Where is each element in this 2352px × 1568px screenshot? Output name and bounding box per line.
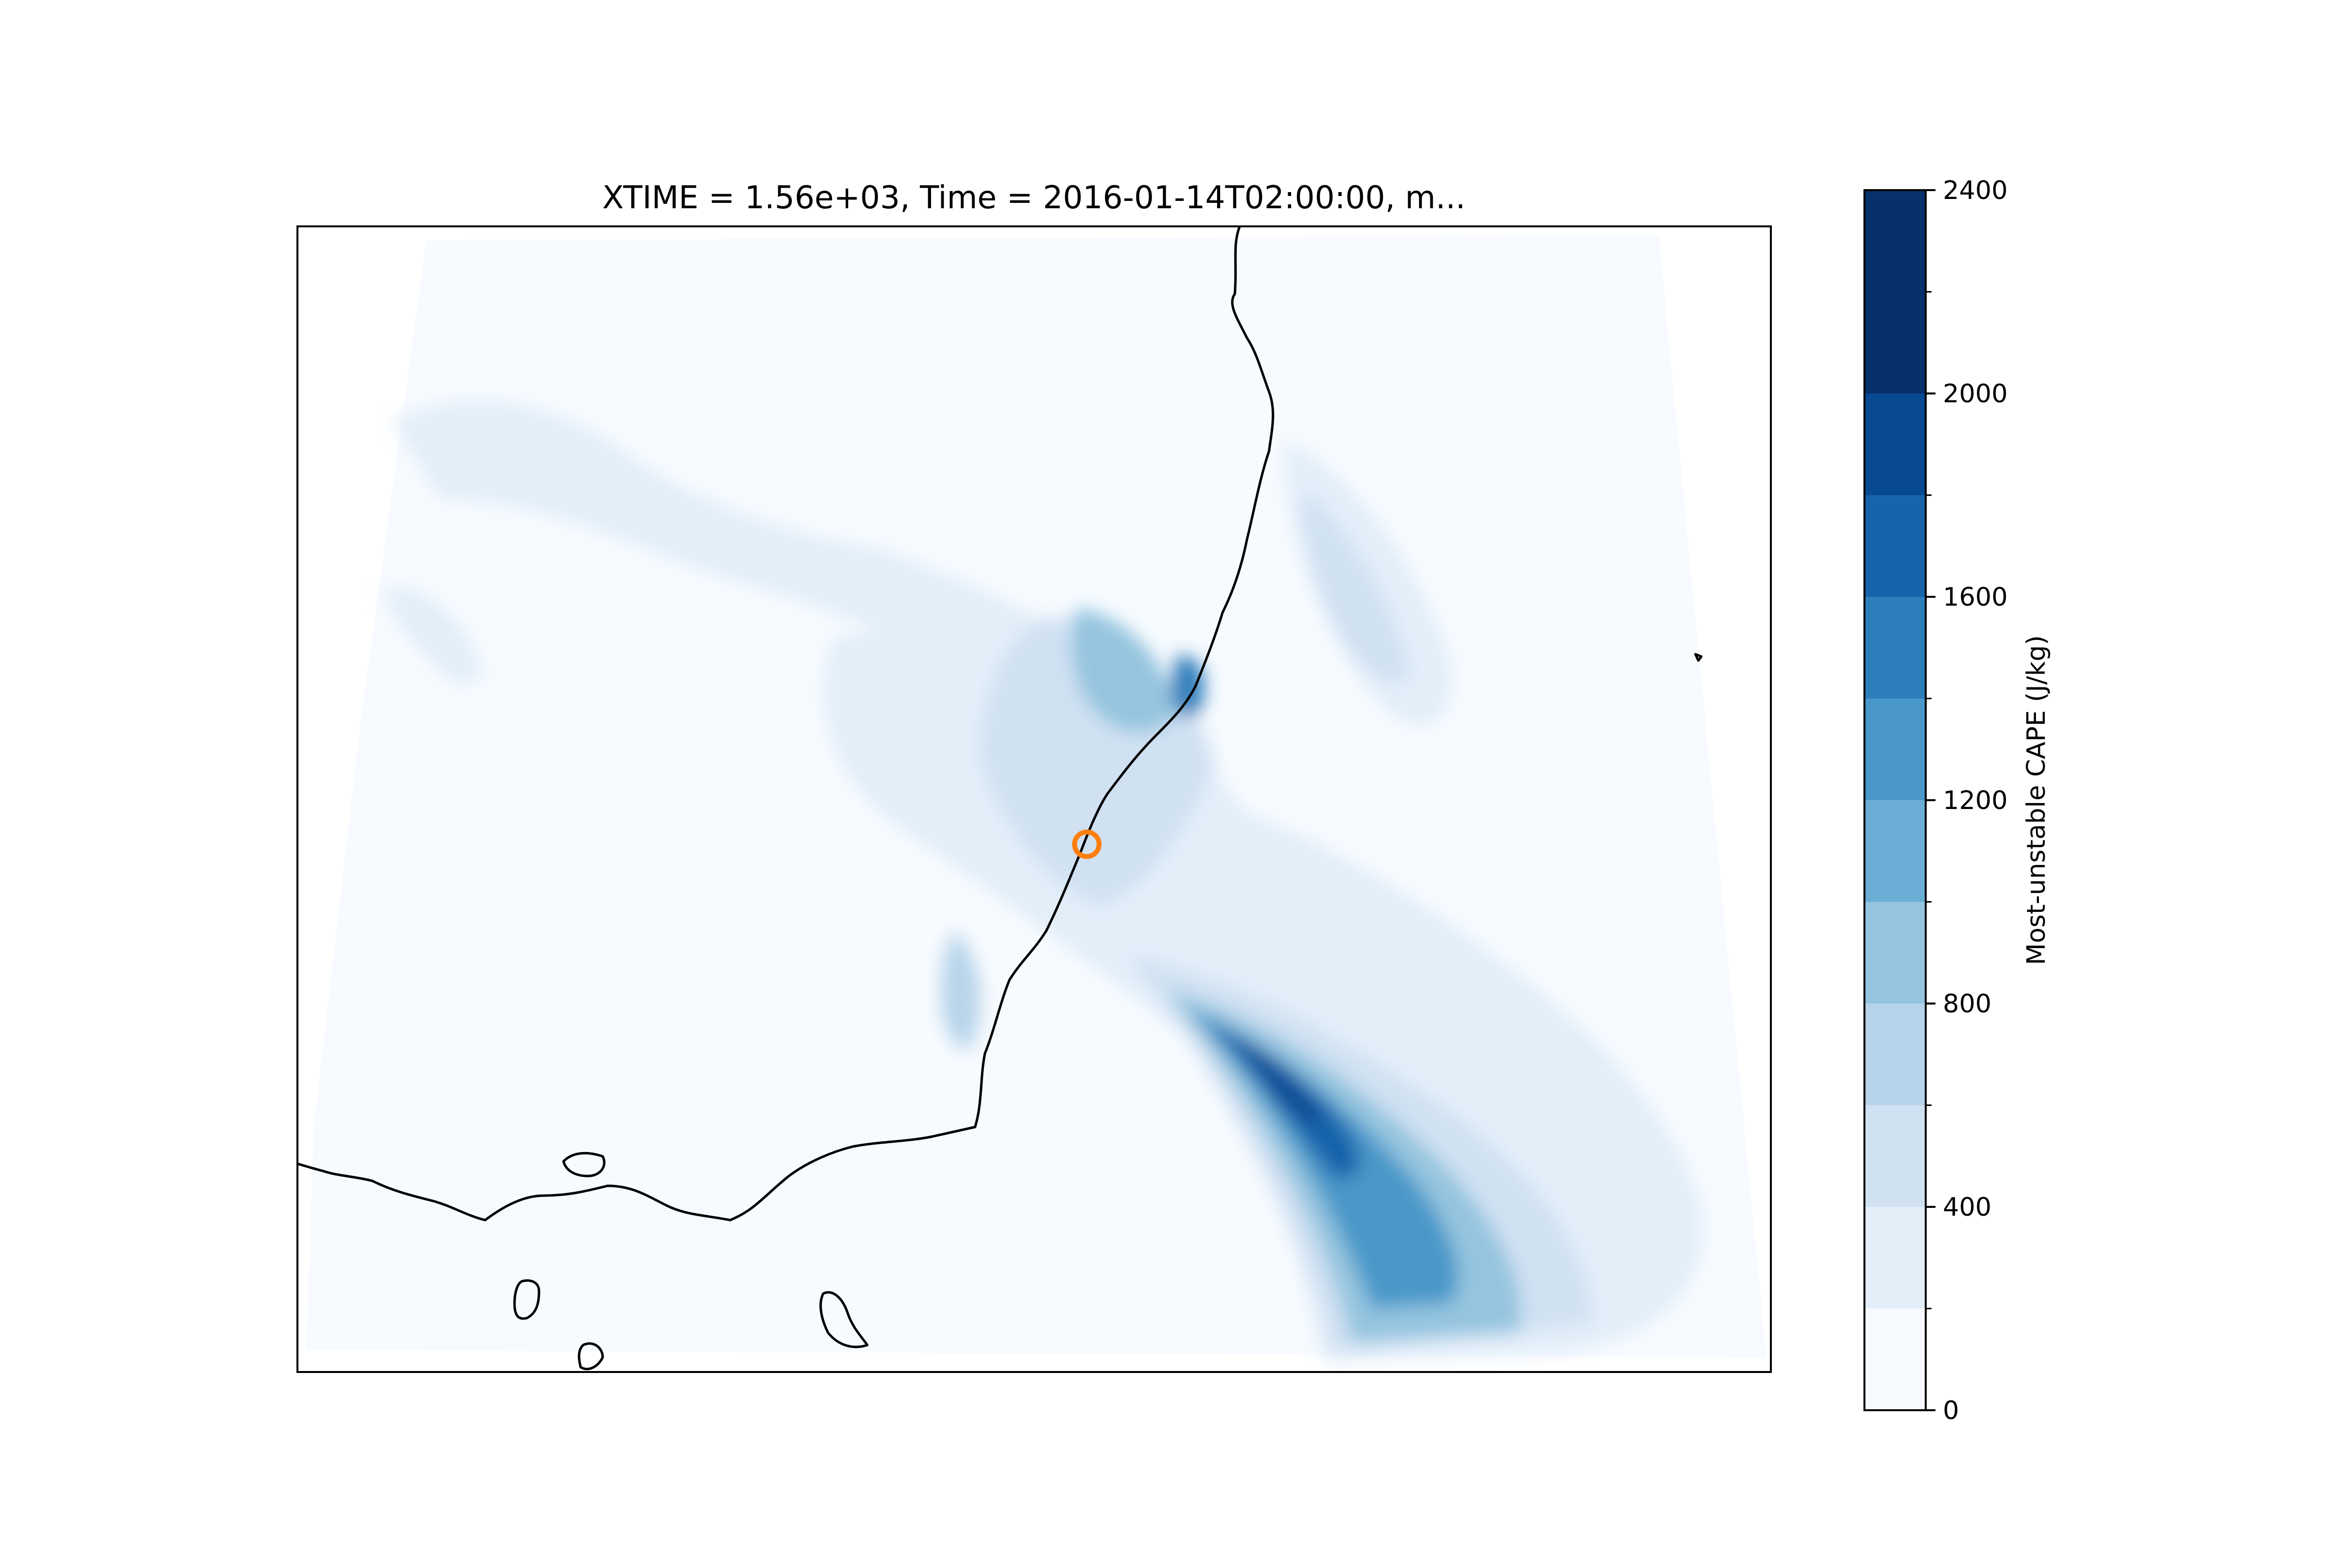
colorbar-band xyxy=(1864,393,1926,495)
colorbar-label: Most-unstable CAPE (J/kg) xyxy=(2022,635,2051,965)
colorbar-tick-label: 800 xyxy=(1943,989,1991,1019)
colorbar-band xyxy=(1864,1004,1926,1105)
colorbar-ticks: 0 400 800 1200 1600 2000 2400 xyxy=(1926,176,2008,1425)
cape-band-2000-core xyxy=(1240,1044,1323,1123)
colorbar-band xyxy=(1864,190,1926,292)
colorbar-tick-label: 1200 xyxy=(1943,786,2008,815)
colorbar-band xyxy=(1864,292,1926,393)
map-panel xyxy=(297,226,1771,1372)
coastlines xyxy=(297,226,1703,1371)
cape-band-800-coastal xyxy=(1071,608,1176,733)
colorbar-band xyxy=(1864,495,1926,597)
map-frame xyxy=(296,225,1772,1373)
coastline-island-tasmania xyxy=(513,1279,540,1320)
coastline-island-east xyxy=(1694,653,1703,662)
colorbar-band xyxy=(1864,1105,1926,1207)
colorbar-tick-label: 2400 xyxy=(1943,176,2008,205)
cape-band-200-north xyxy=(392,401,1078,696)
cape-band-200-west xyxy=(382,586,485,686)
map-title: XTIME = 1.56e+03, Time = 2016-01-14T02:0… xyxy=(602,180,1466,216)
colorbar-band xyxy=(1864,902,1926,1004)
cape-contours xyxy=(382,401,1704,1362)
colorbar: 0 400 800 1200 1600 2000 2400 Most-unstable CA… xyxy=(1863,176,2051,1425)
colorbar-tick-label: 0 xyxy=(1943,1396,1959,1425)
cape-band-400-offshore-north xyxy=(1302,490,1411,682)
colorbar-bands xyxy=(1864,190,1926,1410)
cape-band-400-inland xyxy=(941,931,981,1050)
cape-band-1600-coastal xyxy=(1171,656,1204,717)
colorbar-tick-label: 2000 xyxy=(1943,379,2008,409)
location-marker xyxy=(1072,830,1102,859)
colorbar-tick-label: 1600 xyxy=(1943,583,2008,612)
colorbar-band xyxy=(1864,1207,1926,1309)
coastline-mainland xyxy=(297,226,1274,1222)
colorbar-band xyxy=(1864,800,1926,902)
coastline-island-south-2 xyxy=(578,1342,604,1371)
coastline-island-south-1 xyxy=(819,1291,869,1348)
colorbar-band xyxy=(1864,597,1926,699)
colorbar-band xyxy=(1864,1308,1926,1410)
colorbar-tick-label: 400 xyxy=(1943,1193,1991,1222)
coastline-bay xyxy=(562,1152,606,1177)
colorbar-band xyxy=(1864,698,1926,800)
